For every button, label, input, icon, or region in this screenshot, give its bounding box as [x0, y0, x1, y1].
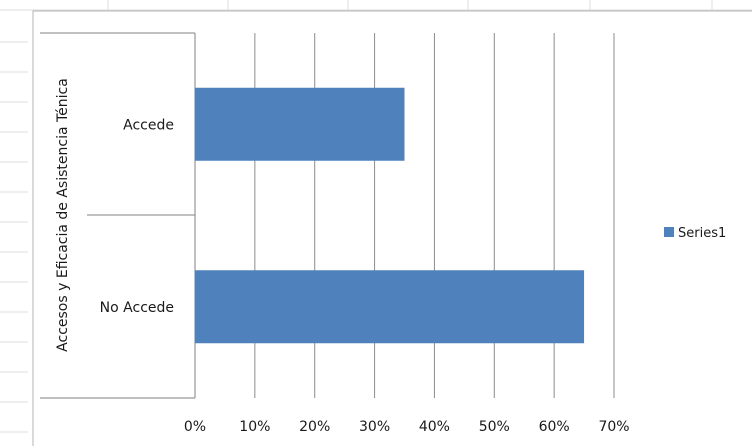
- legend-label: Series1: [678, 226, 726, 241]
- x-tick-label: 30%: [359, 419, 390, 435]
- x-tick-label: 50%: [479, 419, 510, 435]
- x-tick-label: 40%: [419, 419, 450, 435]
- legend: Series1: [664, 226, 726, 241]
- plot-bars: [195, 87, 585, 344]
- x-tick-label: 70%: [598, 419, 629, 435]
- category-label: No Accede: [100, 300, 174, 316]
- bar-accede: [195, 87, 405, 161]
- bar-no-accede: [195, 270, 585, 344]
- x-tick-label: 60%: [539, 419, 570, 435]
- chart-area: [32, 10, 752, 446]
- x-tick-label: 20%: [299, 419, 330, 435]
- x-tick-label: 10%: [239, 419, 270, 435]
- category-axis-bracket: [40, 32, 195, 399]
- spreadsheet-grid: [0, 0, 752, 433]
- y-axis-categories: Accede No Accede: [100, 117, 174, 316]
- y-axis-title: Accesos y Eficacia de Asistencia Ténica: [55, 78, 71, 352]
- category-label: Accede: [123, 117, 174, 133]
- x-tick-label: 0%: [184, 419, 206, 435]
- legend-swatch: [664, 227, 674, 237]
- x-axis-ticks: 0% 10% 20% 30% 40% 50% 60% 70%: [184, 419, 630, 435]
